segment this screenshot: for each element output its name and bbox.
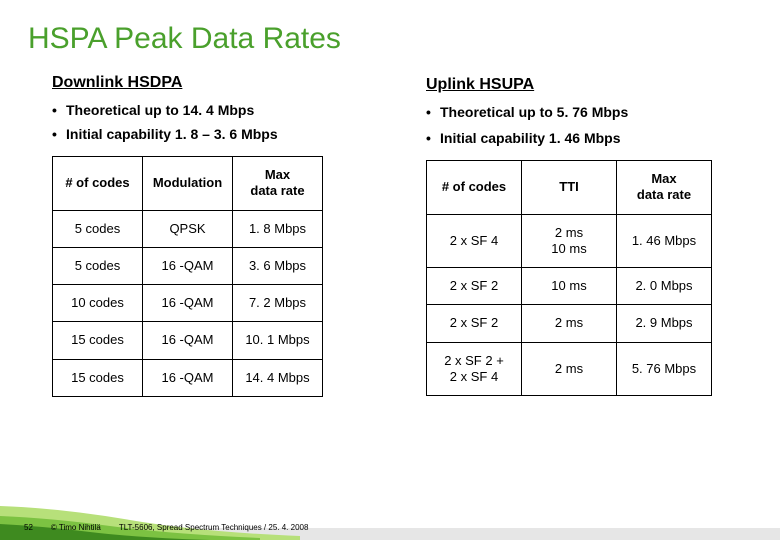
- table-row: 2 x SF 2 2 ms 2. 9 Mbps: [427, 305, 712, 342]
- uplink-table: # of codes TTI Max data rate 2 x SF 4 2 …: [426, 160, 712, 396]
- table-header: Max data rate: [617, 161, 712, 215]
- table-row: 2 x SF 2 + 2 x SF 4 2 ms 5. 76 Mbps: [427, 342, 712, 396]
- downlink-table: # of codes Modulation Max data rate 5 co…: [52, 156, 323, 397]
- table-cell: 7. 2 Mbps: [233, 285, 323, 322]
- downlink-bullets: Theoretical up to 14. 4 Mbps Initial cap…: [52, 102, 366, 142]
- uplink-column: Uplink HSUPA Theoretical up to 5. 76 Mbp…: [426, 74, 740, 397]
- table-cell: 16 -QAM: [143, 322, 233, 359]
- table-cell: 14. 4 Mbps: [233, 359, 323, 396]
- table-cell: 5 codes: [53, 210, 143, 247]
- table-row: 15 codes 16 -QAM 14. 4 Mbps: [53, 359, 323, 396]
- table-cell: 10 codes: [53, 285, 143, 322]
- table-cell: 2 x SF 2 + 2 x SF 4: [427, 342, 522, 396]
- table-row: 15 codes 16 -QAM 10. 1 Mbps: [53, 322, 323, 359]
- table-cell: 16 -QAM: [143, 285, 233, 322]
- table-cell: 2 x SF 2: [427, 268, 522, 305]
- footer-text: 52 © Timo Nihtilä TLT-5606, Spread Spect…: [24, 523, 308, 532]
- table-cell: 3. 6 Mbps: [233, 247, 323, 284]
- table-header: Modulation: [143, 157, 233, 211]
- table-header: TTI: [522, 161, 617, 215]
- table-cell: 2 x SF 4: [427, 214, 522, 268]
- page-number: 52: [24, 523, 33, 532]
- table-cell: 2. 9 Mbps: [617, 305, 712, 342]
- content-area: Downlink HSDPA Theoretical up to 14. 4 M…: [0, 56, 780, 397]
- table-cell: 10 ms: [522, 268, 617, 305]
- footer: 52 © Timo Nihtilä TLT-5606, Spread Spect…: [0, 506, 780, 540]
- table-row: 10 codes 16 -QAM 7. 2 Mbps: [53, 285, 323, 322]
- table-cell: 2. 0 Mbps: [617, 268, 712, 305]
- table-cell: 1. 8 Mbps: [233, 210, 323, 247]
- table-cell: 10. 1 Mbps: [233, 322, 323, 359]
- table-row: 2 x SF 4 2 ms 10 ms 1. 46 Mbps: [427, 214, 712, 268]
- bullet-item: Initial capability 1. 8 – 3. 6 Mbps: [52, 126, 366, 142]
- bullet-item: Theoretical up to 14. 4 Mbps: [52, 102, 366, 118]
- downlink-column: Downlink HSDPA Theoretical up to 14. 4 M…: [52, 74, 366, 397]
- table-header: Max data rate: [233, 157, 323, 211]
- uplink-bullets: Theoretical up to 5. 76 Mbps Initial cap…: [426, 104, 740, 146]
- table-cell: 16 -QAM: [143, 247, 233, 284]
- bullet-item: Initial capability 1. 46 Mbps: [426, 130, 740, 146]
- table-cell: 2 ms 10 ms: [522, 214, 617, 268]
- table-header: # of codes: [427, 161, 522, 215]
- table-header-row: # of codes Modulation Max data rate: [53, 157, 323, 211]
- table-cell: 16 -QAM: [143, 359, 233, 396]
- table-cell: 15 codes: [53, 322, 143, 359]
- uplink-heading: Uplink HSUPA: [426, 76, 740, 94]
- table-row: 2 x SF 2 10 ms 2. 0 Mbps: [427, 268, 712, 305]
- bullet-item: Theoretical up to 5. 76 Mbps: [426, 104, 740, 120]
- table-cell: 15 codes: [53, 359, 143, 396]
- table-cell: 2 x SF 2: [427, 305, 522, 342]
- slide-title: HSPA Peak Data Rates: [0, 0, 780, 56]
- copyright-text: © Timo Nihtilä: [51, 523, 101, 532]
- table-row: 5 codes 16 -QAM 3. 6 Mbps: [53, 247, 323, 284]
- table-header: # of codes: [53, 157, 143, 211]
- table-cell: 2 ms: [522, 305, 617, 342]
- course-text: TLT-5606, Spread Spectrum Techniques / 2…: [119, 523, 309, 532]
- table-header-row: # of codes TTI Max data rate: [427, 161, 712, 215]
- table-cell: 5. 76 Mbps: [617, 342, 712, 396]
- table-row: 5 codes QPSK 1. 8 Mbps: [53, 210, 323, 247]
- table-cell: QPSK: [143, 210, 233, 247]
- table-cell: 2 ms: [522, 342, 617, 396]
- table-cell: 5 codes: [53, 247, 143, 284]
- downlink-heading: Downlink HSDPA: [52, 74, 366, 92]
- table-cell: 1. 46 Mbps: [617, 214, 712, 268]
